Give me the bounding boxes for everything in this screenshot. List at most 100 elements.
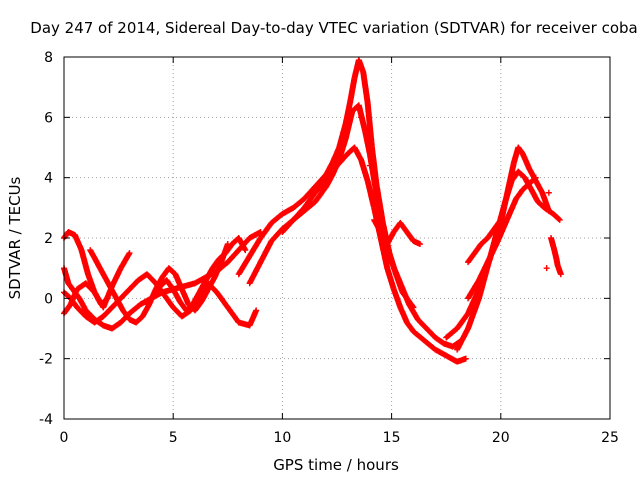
data-point (198, 287, 211, 305)
data-point (465, 287, 482, 317)
data-point (126, 302, 143, 317)
data-point (235, 254, 252, 278)
y-axis-label: SDTVAR / TECUs (6, 176, 24, 299)
data-point (515, 168, 527, 180)
series-track-j (371, 216, 423, 248)
series-track-h (246, 102, 465, 350)
data-point (117, 287, 132, 302)
data-point (484, 242, 499, 266)
x-tick-label: 20 (492, 430, 510, 446)
y-tick-label: 8 (44, 50, 53, 66)
data-point (462, 355, 469, 362)
data-point (139, 302, 152, 320)
data-point (373, 189, 386, 231)
data-point (410, 328, 427, 343)
data-point (366, 162, 373, 169)
data-point (87, 247, 100, 264)
data-point (290, 196, 307, 211)
data-point (465, 278, 482, 302)
data-point (172, 271, 185, 292)
data-point (216, 250, 228, 263)
data-point (290, 205, 307, 223)
data-point (443, 352, 459, 365)
data-point (347, 76, 358, 106)
data-point (161, 292, 176, 310)
data-point (406, 301, 421, 322)
data-point (170, 286, 183, 304)
data-point (371, 216, 384, 234)
y-tick-label: 6 (44, 110, 53, 126)
data-point (388, 259, 403, 286)
grid-lines (64, 57, 610, 419)
data-point (279, 217, 296, 235)
data-point (355, 57, 366, 74)
data-point (532, 174, 539, 181)
series-track-n (465, 216, 504, 266)
data-point (545, 189, 552, 196)
data-point (421, 337, 438, 352)
data-point (403, 228, 416, 243)
data-point (358, 114, 365, 121)
data-point (478, 235, 490, 248)
y-tick-label: -2 (39, 352, 53, 368)
data-point (301, 190, 318, 211)
data-point (556, 268, 564, 277)
y-tick-label: -4 (39, 412, 53, 428)
data-point (506, 196, 519, 217)
data-point (246, 308, 259, 329)
data-point (397, 280, 412, 307)
data-point (454, 311, 471, 332)
x-tick-labels: 0 5 10 15 20 25 (60, 430, 619, 446)
data-point (548, 235, 557, 252)
data-point (85, 271, 98, 295)
data-point (170, 304, 185, 319)
data-point (183, 302, 195, 314)
data-point (67, 295, 80, 310)
data-point (432, 346, 449, 358)
x-tick-label: 10 (273, 430, 291, 446)
data-point (384, 230, 397, 248)
data-point (82, 307, 97, 322)
data-point (93, 259, 106, 277)
data-point (397, 304, 410, 325)
data-point (550, 210, 562, 222)
data-point (497, 216, 504, 223)
data-point (475, 272, 489, 302)
x-tick-label: 0 (60, 430, 69, 446)
axis-ticks (63, 56, 611, 420)
y-tick-label: 0 (44, 291, 53, 307)
data-point (100, 271, 113, 289)
series-outliers (358, 114, 552, 272)
data-point (74, 304, 88, 319)
data-point (312, 184, 329, 205)
data-point (253, 307, 260, 314)
data-point (364, 99, 375, 150)
data-point (358, 156, 371, 183)
x-tick-label: 5 (169, 430, 178, 446)
data-point (257, 220, 274, 241)
data-point (133, 314, 145, 326)
data-point (334, 151, 351, 169)
data-point (312, 178, 329, 196)
data-point (106, 283, 119, 301)
data-point (342, 109, 355, 142)
series-track-d (61, 228, 111, 308)
data-point (556, 216, 563, 223)
data-point (196, 278, 209, 296)
data-point (257, 239, 274, 266)
data-point (71, 231, 84, 252)
data-point (91, 289, 104, 307)
data-point (526, 175, 538, 187)
data-point (224, 304, 241, 325)
data-point (246, 236, 263, 260)
data-point (528, 186, 541, 204)
data-point (76, 295, 89, 313)
data-point (301, 184, 318, 202)
data-point (557, 271, 564, 278)
data-point (246, 260, 263, 287)
data-point (222, 242, 235, 257)
data-point (143, 293, 156, 308)
data-point (246, 229, 263, 241)
data-point (475, 260, 491, 284)
